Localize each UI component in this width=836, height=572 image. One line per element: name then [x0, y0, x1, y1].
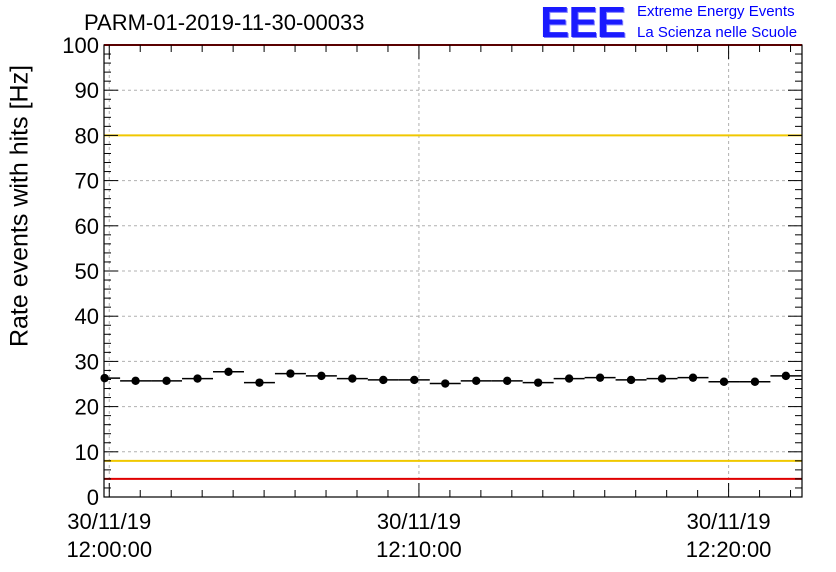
data-point — [162, 376, 171, 386]
x-tick-label-time: 12:00:00 — [66, 537, 152, 562]
y-tick-label: 70 — [75, 169, 99, 194]
data-point — [626, 375, 636, 385]
data-point — [688, 373, 698, 382]
data-point — [100, 373, 109, 383]
x-tick-label-time: 12:20:00 — [686, 537, 772, 562]
data-point — [750, 377, 760, 386]
y-tick-label: 0 — [87, 485, 99, 510]
data-point — [224, 367, 233, 376]
data-point — [131, 376, 140, 386]
y-tick-label: 10 — [75, 440, 99, 465]
data-point — [533, 378, 543, 387]
y-tick-label: 20 — [75, 395, 99, 420]
data-point — [410, 375, 419, 385]
data-point — [781, 371, 791, 381]
data-point — [286, 369, 295, 378]
data-point — [719, 377, 729, 386]
data-point — [502, 376, 512, 386]
logo-tagline-1: Extreme Energy Events — [637, 3, 795, 20]
logo-tagline-2: La Scienza nelle Scuole — [637, 24, 798, 41]
y-tick-label: 80 — [75, 123, 99, 148]
eee-logo: EEE Extreme Energy Events La Scienza nel… — [540, 0, 830, 47]
x-tick-label-date: 30/11/19 — [687, 509, 771, 534]
x-tick-label-time: 12:10:00 — [376, 537, 462, 562]
data-point — [595, 373, 605, 382]
y-tick-label: 50 — [75, 259, 99, 284]
chart-title: PARM-01-2019-11-30-00033 — [84, 10, 365, 35]
y-tick-label: 90 — [75, 78, 99, 103]
x-tick-label-date: 30/11/19 — [67, 509, 151, 534]
data-point — [193, 374, 202, 383]
data-point — [317, 371, 326, 381]
y-tick-label: 30 — [75, 349, 99, 374]
data-point — [657, 374, 667, 383]
data-point — [472, 376, 481, 386]
y-tick-label: 100 — [62, 33, 99, 58]
y-tick-label: 40 — [75, 304, 99, 329]
data-point — [255, 378, 264, 387]
data-point — [379, 375, 388, 385]
data-point — [348, 374, 357, 383]
x-tick-label-date: 30/11/19 — [377, 509, 461, 534]
eee-logo-mark: EEE — [540, 0, 626, 47]
data-point — [564, 374, 574, 383]
data-point — [441, 379, 450, 388]
y-tick-label: 60 — [75, 214, 99, 239]
